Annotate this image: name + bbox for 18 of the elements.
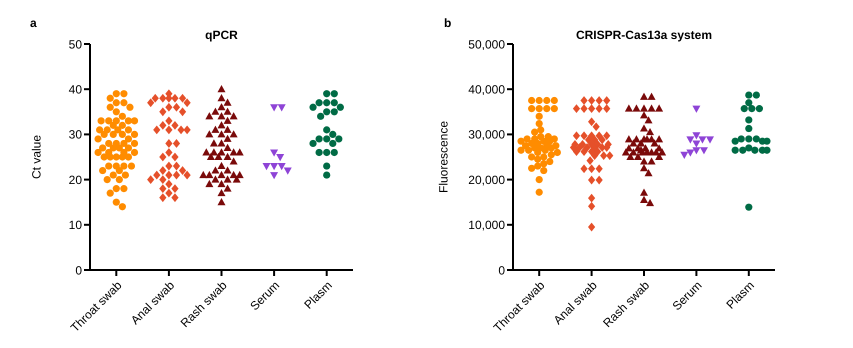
y-tick-label: 50,000 (468, 37, 506, 52)
y-tick-label: 10 (68, 218, 82, 232)
y-tick-label: 30,000 (468, 128, 506, 142)
y-tick-label: 30 (68, 128, 82, 142)
text: a (30, 16, 37, 30)
chart-title: qPCR (204, 28, 239, 42)
y-tick-label: 20,000 (468, 172, 506, 187)
y-tick-label: 50 (68, 37, 82, 52)
y-tick-label: 40,000 (468, 82, 506, 96)
text: b (444, 16, 452, 30)
y-tick-label: 0 (498, 263, 506, 278)
y-tick-label: 40 (68, 82, 82, 96)
y-axis-title: Fluorescence (436, 120, 450, 194)
y-axis-title: Ct value (29, 134, 44, 180)
y-tick-label: 20 (68, 172, 82, 187)
chart-title: CRISPR-Cas13a system (574, 28, 714, 42)
y-tick-label: 0 (75, 263, 82, 278)
y-tick-label: 10,000 (468, 218, 506, 232)
